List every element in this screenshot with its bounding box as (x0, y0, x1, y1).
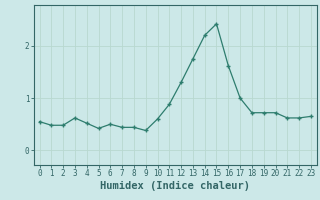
X-axis label: Humidex (Indice chaleur): Humidex (Indice chaleur) (100, 181, 250, 191)
